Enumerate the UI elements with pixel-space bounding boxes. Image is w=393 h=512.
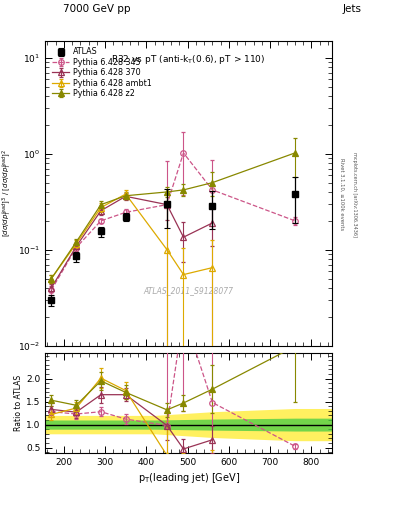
- Text: Jets: Jets: [343, 4, 362, 14]
- Y-axis label: Ratio to ATLAS: Ratio to ATLAS: [14, 375, 23, 431]
- X-axis label: p$_\mathregular{T}$(leading jet) [GeV]: p$_\mathregular{T}$(leading jet) [GeV]: [138, 471, 240, 485]
- Text: 7000 GeV pp: 7000 GeV pp: [63, 4, 130, 14]
- Legend: ATLAS, Pythia 6.428 345, Pythia 6.428 370, Pythia 6.428 ambt1, Pythia 6.428 z2: ATLAS, Pythia 6.428 345, Pythia 6.428 37…: [49, 45, 154, 101]
- Text: mcplots.cern.ch [arXiv:1306.3436]: mcplots.cern.ch [arXiv:1306.3436]: [352, 152, 357, 237]
- Y-axis label: $[d\sigma/dp_T^{lead}]^3\ /\ [d\sigma/dp_T^{lead}]^2$: $[d\sigma/dp_T^{lead}]^3\ /\ [d\sigma/dp…: [0, 149, 14, 238]
- Text: Rivet 3.1.10, ≥100k events: Rivet 3.1.10, ≥100k events: [339, 158, 344, 231]
- Text: ATLAS_2011_S9128077: ATLAS_2011_S9128077: [143, 286, 234, 295]
- Text: R32 vs pT (anti-k$_\mathregular{T}$(0.6), pT > 110): R32 vs pT (anti-k$_\mathregular{T}$(0.6)…: [112, 53, 266, 66]
